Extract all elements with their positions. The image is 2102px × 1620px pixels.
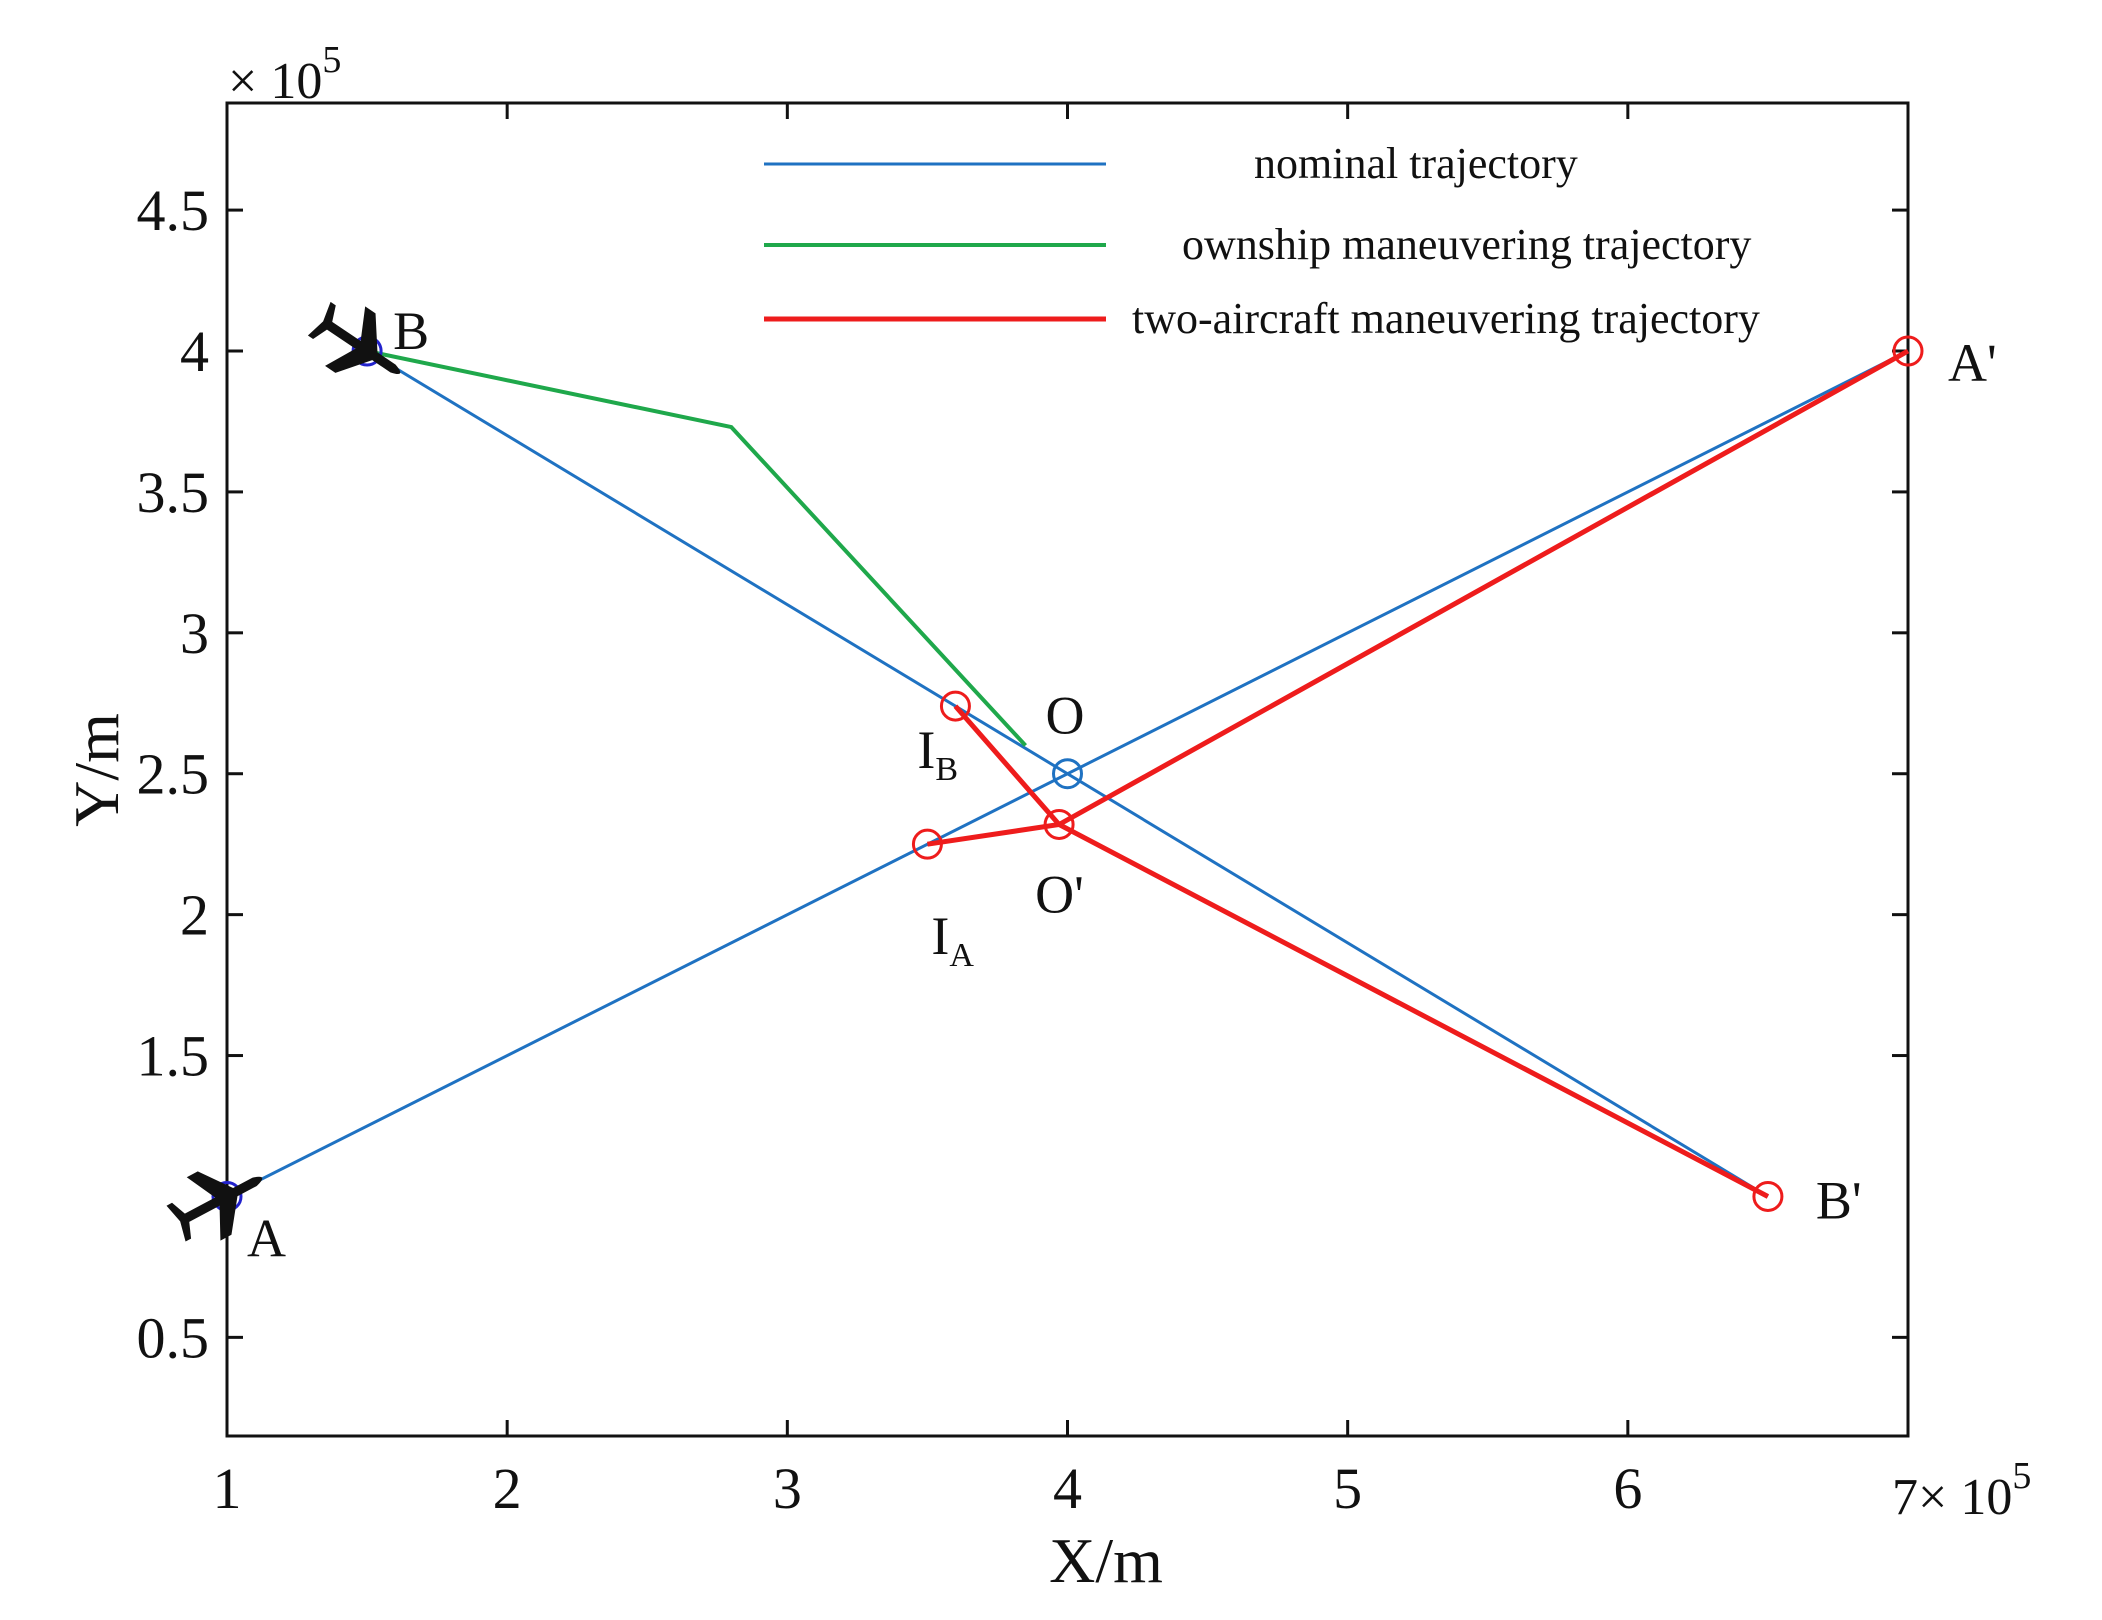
point-marker-I_A bbox=[911, 828, 943, 860]
point-label-O: O bbox=[1046, 686, 1085, 746]
point-marker-O bbox=[1052, 758, 1083, 790]
point-label-subscript: A bbox=[949, 937, 974, 974]
y-tick-label: 1.5 bbox=[137, 1024, 210, 1089]
x-axis-ticks: 1 2 3 4 5 6 bbox=[213, 103, 1910, 1521]
series-line-2 bbox=[366, 349, 1027, 747]
x-tick-label: 3 bbox=[773, 1456, 802, 1521]
point-marker-O' bbox=[1043, 808, 1075, 840]
legend-label-1: nominal trajectory bbox=[1254, 139, 1578, 188]
series-line-3 bbox=[953, 704, 1770, 1199]
y-axis-title: Y/m bbox=[61, 713, 132, 827]
y-axis-ticks: 0.5 1.5 2 2.5 3 3.5 4 4.5 bbox=[137, 178, 1908, 1370]
y-tick-label: 4 bbox=[180, 319, 209, 384]
trajectory-lines bbox=[226, 348, 1910, 1199]
x-multiplier-base: × 10 bbox=[1918, 1469, 2012, 1526]
airplane-icon bbox=[166, 1171, 263, 1242]
x-tick-label: 4 bbox=[1053, 1456, 1082, 1521]
point-label-B: B bbox=[393, 301, 429, 361]
point-label-O': O' bbox=[1035, 864, 1084, 924]
point-label-I_B: IB bbox=[917, 720, 958, 788]
y-tick-label: 2 bbox=[180, 883, 209, 948]
x-tick-label: 2 bbox=[493, 1456, 522, 1521]
y-tick-label: 3.5 bbox=[137, 460, 210, 525]
airplane-icon bbox=[307, 301, 401, 374]
legend: nominal trajectory ownship maneuvering tr… bbox=[764, 139, 1760, 343]
point-label-A': A' bbox=[1948, 333, 1997, 393]
x-tick-label: 6 bbox=[1613, 1456, 1642, 1521]
plot-area bbox=[225, 101, 1910, 1438]
point-label-B': B' bbox=[1816, 1170, 1862, 1230]
y-multiplier-exponent: 5 bbox=[322, 39, 341, 81]
x-multiplier-prefix: 7 bbox=[1892, 1469, 1918, 1526]
y-tick-label: 2.5 bbox=[137, 742, 210, 807]
series-line-1 bbox=[366, 349, 1769, 1198]
x-tick-label: 1 bbox=[213, 1456, 242, 1521]
legend-label-3: two-aircraft maneuvering trajectory bbox=[1132, 294, 1760, 343]
point-marker-B' bbox=[1752, 1180, 1784, 1212]
x-axis-title: X/m bbox=[1049, 1525, 1163, 1596]
y-multiplier: × 105 bbox=[228, 39, 341, 110]
point-marker-I_B bbox=[939, 690, 971, 722]
y-tick-label: 3 bbox=[180, 601, 209, 666]
point-label-A: A bbox=[247, 1208, 286, 1268]
point-label-subscript: B bbox=[935, 751, 958, 788]
x-tick-label: 5 bbox=[1333, 1456, 1362, 1521]
x-multiplier: 7× 105 bbox=[1892, 1455, 2031, 1526]
y-multiplier-base: × 10 bbox=[228, 53, 322, 110]
legend-label-2: ownship maneuvering trajectory bbox=[1182, 220, 1751, 269]
y-tick-label: 4.5 bbox=[137, 178, 210, 243]
y-tick-label: 0.5 bbox=[137, 1305, 210, 1370]
x-multiplier-exponent: 5 bbox=[2012, 1455, 2031, 1497]
point-marker-A' bbox=[1892, 335, 1924, 367]
